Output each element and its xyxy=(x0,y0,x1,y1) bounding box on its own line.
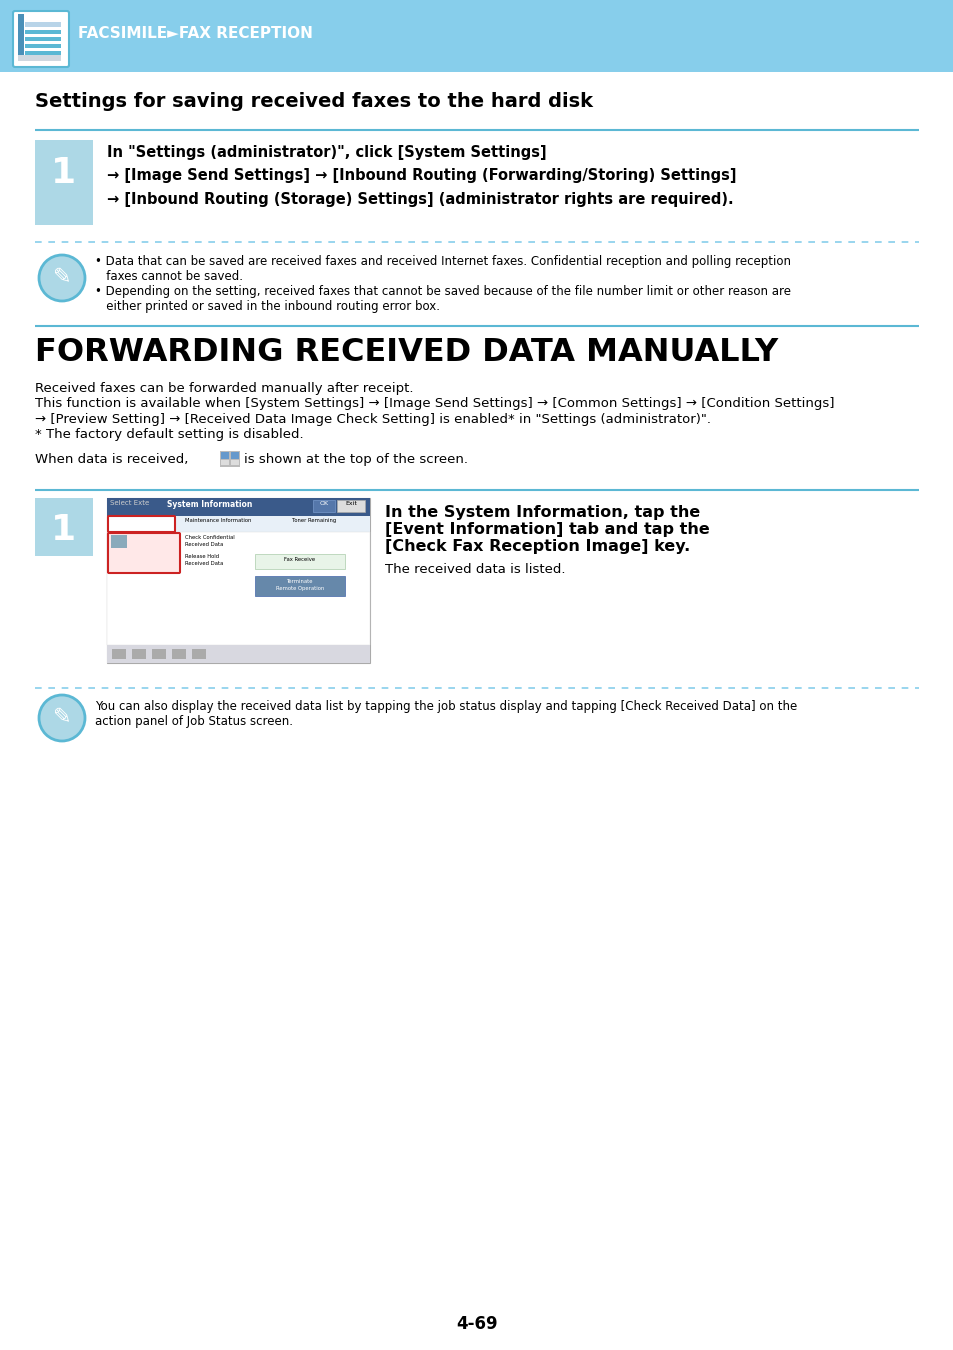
Bar xyxy=(231,460,239,464)
Text: [Check Fax Reception Image] key.: [Check Fax Reception Image] key. xyxy=(385,539,690,553)
Text: System Information: System Information xyxy=(167,500,253,509)
FancyBboxPatch shape xyxy=(13,11,69,68)
Bar xyxy=(25,45,61,49)
Text: 1: 1 xyxy=(51,157,76,190)
Text: Fax Receive: Fax Receive xyxy=(284,558,315,562)
Text: action panel of Job Status screen.: action panel of Job Status screen. xyxy=(95,716,293,728)
Text: → [Image Send Settings] → [Inbound Routing (Forwarding/Storing) Settings]: → [Image Send Settings] → [Inbound Routi… xyxy=(107,167,736,184)
Text: ✎: ✎ xyxy=(52,707,71,728)
Bar xyxy=(107,498,370,663)
Text: Received Data: Received Data xyxy=(185,541,223,547)
Bar xyxy=(254,576,345,595)
Bar xyxy=(220,451,240,467)
Text: → [Inbound Routing (Storage) Settings] (administrator rights are required).: → [Inbound Routing (Storage) Settings] (… xyxy=(107,192,733,207)
Bar xyxy=(25,30,61,34)
Bar xyxy=(111,535,127,548)
Circle shape xyxy=(39,255,85,301)
Bar xyxy=(336,500,365,512)
Text: Event Information: Event Information xyxy=(113,517,170,522)
Text: Toner Remaining: Toner Remaining xyxy=(292,518,335,522)
Text: Reception Image: Reception Image xyxy=(132,543,178,548)
Text: [Event Information] tab and tap the: [Event Information] tab and tap the xyxy=(385,522,709,537)
Text: ✎: ✎ xyxy=(52,267,71,288)
Bar xyxy=(221,460,229,464)
Bar xyxy=(132,649,146,659)
Text: FORWARDING RECEIVED DATA MANUALLY: FORWARDING RECEIVED DATA MANUALLY xyxy=(35,338,778,369)
Text: You can also display the received data list by tapping the job status display an: You can also display the received data l… xyxy=(95,701,797,713)
Text: • Data that can be saved are received faxes and received Internet faxes. Confide: • Data that can be saved are received fa… xyxy=(95,255,790,269)
Bar xyxy=(221,452,229,459)
Text: Release Hold: Release Hold xyxy=(185,554,219,559)
Text: either printed or saved in the inbound routing error box.: either printed or saved in the inbound r… xyxy=(95,300,439,313)
Bar xyxy=(35,498,92,556)
Text: Terminate: Terminate xyxy=(287,579,313,585)
Bar xyxy=(152,649,166,659)
Bar xyxy=(18,55,61,61)
Text: Check Confidential: Check Confidential xyxy=(185,535,234,540)
Bar xyxy=(107,532,370,645)
Text: OK: OK xyxy=(319,501,328,506)
Text: is shown at the top of the screen.: is shown at the top of the screen. xyxy=(244,454,468,466)
Text: Exit: Exit xyxy=(345,501,356,506)
Bar xyxy=(231,452,239,459)
Text: Check Fax: Check Fax xyxy=(132,535,160,540)
Text: This function is available when [System Settings] → [Image Send Settings] → [Com: This function is available when [System … xyxy=(35,397,834,410)
Text: In "Settings (administrator)", click [System Settings]: In "Settings (administrator)", click [Sy… xyxy=(107,144,546,161)
Bar xyxy=(107,498,370,516)
Bar xyxy=(107,516,370,532)
Text: In the System Information, tap the: In the System Information, tap the xyxy=(385,505,700,520)
Text: Remote Operation: Remote Operation xyxy=(275,586,324,591)
FancyBboxPatch shape xyxy=(108,533,180,572)
Text: Settings for saving received faxes to the hard disk: Settings for saving received faxes to th… xyxy=(35,92,593,111)
Circle shape xyxy=(39,695,85,741)
Bar xyxy=(18,14,24,58)
Bar xyxy=(172,649,186,659)
Bar xyxy=(25,51,61,55)
Text: Received faxes can be forwarded manually after receipt.: Received faxes can be forwarded manually… xyxy=(35,382,413,396)
Bar xyxy=(0,0,953,72)
Bar xyxy=(192,649,206,659)
Text: When data is received,: When data is received, xyxy=(35,454,188,466)
Bar xyxy=(107,645,370,663)
Bar xyxy=(25,36,61,40)
Text: FACSIMILE►FAX RECEPTION: FACSIMILE►FAX RECEPTION xyxy=(78,26,313,40)
Bar xyxy=(313,500,335,512)
Text: → [Preview Setting] → [Received Data Image Check Setting] is enabled* in "Settin: → [Preview Setting] → [Received Data Ima… xyxy=(35,413,710,427)
Text: Received Data: Received Data xyxy=(185,562,223,566)
Bar xyxy=(254,554,345,568)
Text: The received data is listed.: The received data is listed. xyxy=(385,563,565,576)
Bar xyxy=(112,649,126,659)
Text: Select Exte: Select Exte xyxy=(110,500,149,506)
Text: 1: 1 xyxy=(51,513,76,547)
Text: 4-69: 4-69 xyxy=(456,1315,497,1332)
Text: * The factory default setting is disabled.: * The factory default setting is disable… xyxy=(35,428,303,441)
FancyBboxPatch shape xyxy=(108,516,174,532)
Text: faxes cannot be saved.: faxes cannot be saved. xyxy=(95,270,243,284)
Text: • Depending on the setting, received faxes that cannot be saved because of the f: • Depending on the setting, received fax… xyxy=(95,285,790,298)
Bar xyxy=(35,140,92,225)
Bar xyxy=(25,22,61,27)
Text: Maintenance Information: Maintenance Information xyxy=(185,518,251,522)
